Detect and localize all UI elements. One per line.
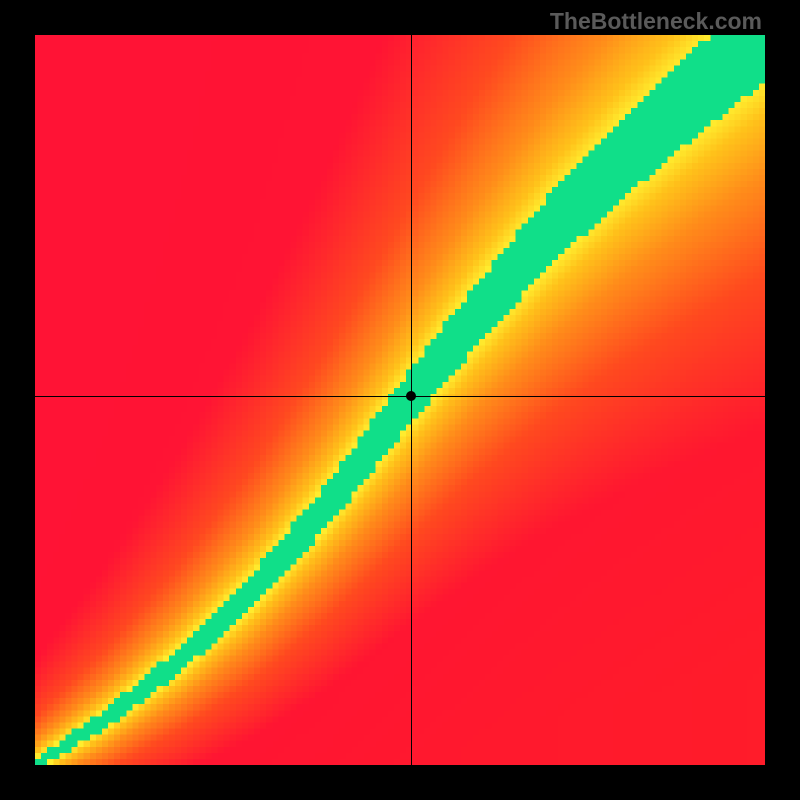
watermark-text: TheBottleneck.com bbox=[550, 8, 762, 35]
heatmap-canvas bbox=[35, 35, 765, 765]
crosshair-horizontal bbox=[35, 396, 765, 397]
chart-container: TheBottleneck.com bbox=[0, 0, 800, 800]
crosshair-marker bbox=[406, 391, 416, 401]
